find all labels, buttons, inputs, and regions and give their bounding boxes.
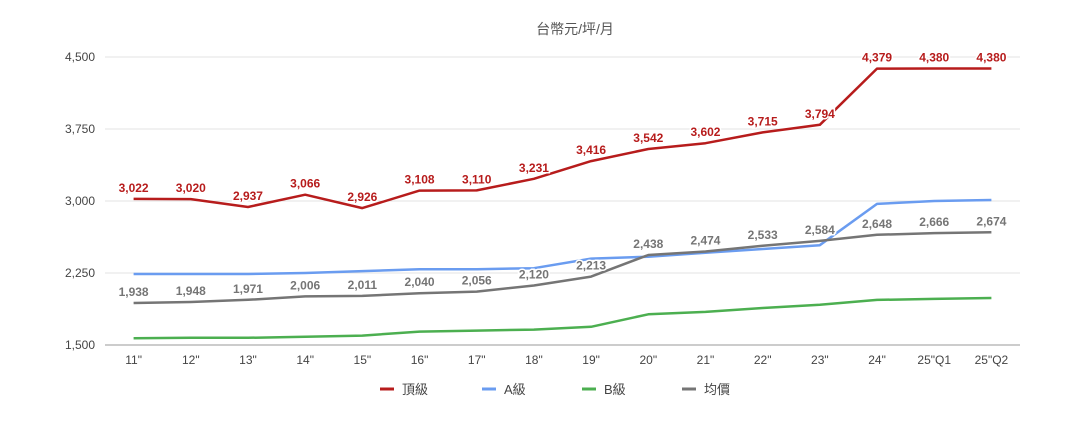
legend-label: B級 [604,382,626,397]
data-label: 4,379 [862,51,892,65]
legend: 頂級 A級 B級 均價 [380,382,730,397]
data-label: 1,948 [176,284,206,298]
x-tick-label: 25"Q1 [917,353,951,367]
data-label: 3,231 [519,161,549,175]
data-label: 2,040 [405,275,435,289]
x-tick-label: 15" [354,353,372,367]
data-label: 2,120 [519,267,549,281]
x-tick-label: 22" [754,353,772,367]
series-line-3 [133,231,992,305]
data-label: 3,108 [405,173,435,187]
y-tick-label: 1,500 [65,338,95,352]
series-lines [133,67,992,340]
data-label: 2,011 [348,278,378,292]
x-tick-label: 11" [125,353,142,367]
data-label: 2,666 [919,215,949,229]
chart-title: 台幣元/坪/月 [536,21,614,37]
y-tick-label: 3,000 [65,194,95,208]
x-tick-label: 20" [639,353,657,367]
data-label: 3,602 [690,125,720,139]
data-label: 3,715 [748,114,778,128]
y-tick-label: 3,750 [65,122,95,136]
data-label: 1,938 [119,285,149,299]
data-label: 2,056 [462,274,492,288]
x-tick-label: 16" [411,353,429,367]
x-tick-label: 25"Q2 [975,353,1009,367]
data-label: 3,794 [805,107,835,121]
y-axis: 1,500 2,250 3,000 3,750 4,500 [65,50,95,352]
data-label: 3,020 [176,181,206,195]
y-tick-label: 4,500 [65,50,95,64]
x-tick-label: 21" [697,353,715,367]
data-label: 3,066 [290,177,320,191]
x-tick-label: 17" [468,353,486,367]
data-label: 3,542 [633,131,663,145]
data-label: 4,380 [919,51,949,65]
data-label: 3,416 [576,143,606,157]
legend-label: A級 [504,382,526,397]
data-label: 2,648 [862,217,892,231]
data-label: 2,438 [633,237,663,251]
x-tick-label: 12" [182,353,200,367]
legend-label: 均價 [704,382,730,397]
series-line-1 [133,198,992,276]
legend-label: 頂級 [402,382,428,397]
data-label: 2,674 [976,214,1006,228]
data-label: 2,937 [233,189,263,203]
x-tick-label: 24" [868,353,886,367]
x-tick-label: 13" [239,353,257,367]
data-label: 1,971 [233,282,263,296]
x-axis: 11" 12" 13" 14" 15" 16" 17" 18" 19" 20" 21" 22" 23" 2… [125,353,1008,367]
data-label: 2,006 [290,278,320,292]
data-label: 4,380 [976,51,1006,65]
x-tick-label: 19" [582,353,600,367]
x-tick-label: 14" [296,353,314,367]
data-label: 2,926 [347,190,377,204]
x-tick-label: 23" [811,353,829,367]
x-tick-label: 18" [525,353,543,367]
data-labels: 3,022 3,020 2,937 3,066 2,926 3,108 3,110 3,231… [117,49,1008,300]
series-line-2 [133,296,992,340]
data-label: 3,022 [119,181,149,195]
data-label: 2,474 [690,233,720,247]
data-label: 2,213 [576,259,606,273]
data-label: 2,533 [748,228,778,242]
data-label: 2,584 [805,223,835,237]
data-label: 3,110 [462,172,492,186]
series-line-0 [133,67,992,210]
y-tick-label: 2,250 [65,266,95,280]
